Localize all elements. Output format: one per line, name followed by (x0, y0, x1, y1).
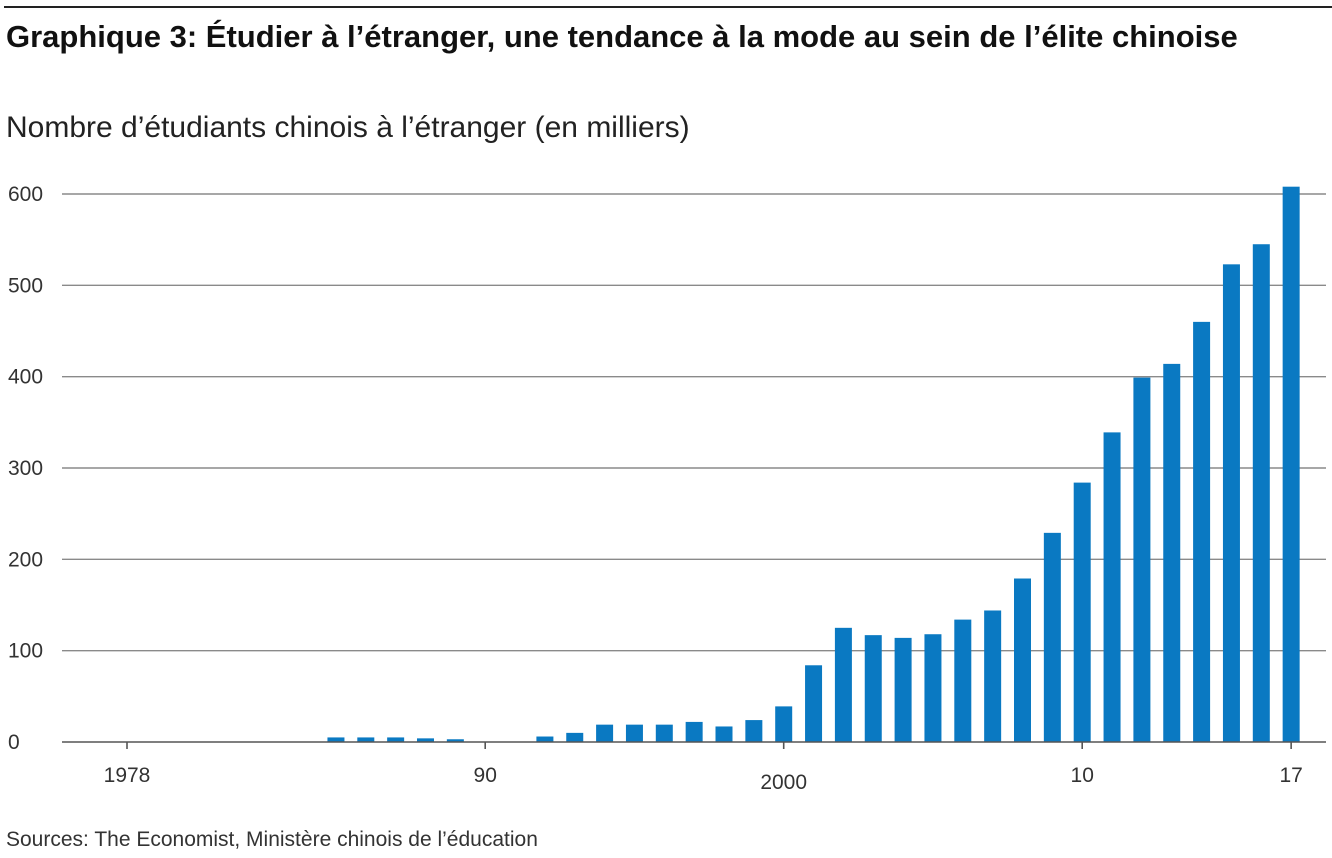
x-tick-label: 90 (474, 764, 497, 787)
bar-2012 (1133, 377, 1151, 742)
chart-subtitle: Nombre d’étudiants chinois à l’étranger … (6, 111, 690, 144)
bar-2007 (984, 610, 1002, 742)
bar-2009 (1043, 532, 1061, 742)
y-tick-label: 100 (8, 640, 43, 663)
bar-2015 (1222, 264, 1240, 742)
bar-1994 (596, 724, 614, 742)
bar-2006 (954, 619, 972, 742)
bar-2003 (864, 635, 882, 742)
bars (327, 186, 1300, 743)
bar-2010 (1073, 482, 1091, 742)
bar-1985 (327, 737, 345, 742)
y-tick-label: 200 (8, 548, 43, 571)
y-tick-label: 600 (8, 183, 43, 206)
bar-2011 (1103, 432, 1121, 742)
y-tick-label: 400 (8, 366, 43, 389)
x-tick-labels: 1978 90 2000 10 17 (104, 764, 1303, 794)
chart-title: Graphique 3: Étudier à l’étranger, une t… (6, 19, 1238, 54)
bar-1997 (685, 721, 703, 742)
bar-1989 (446, 739, 464, 742)
y-tick-label: 500 (8, 274, 43, 297)
y-tick-label: 0 (8, 731, 20, 754)
gridlines (62, 193, 1326, 652)
x-tick-label: 2000 (760, 771, 807, 794)
bar-2002 (834, 627, 852, 742)
bar-2000 (775, 706, 793, 742)
bar-1996 (655, 724, 673, 742)
bar-2008 (1014, 578, 1031, 742)
bar-2001 (805, 665, 823, 742)
bar-1998 (715, 726, 733, 742)
x-tick-label: 17 (1279, 764, 1302, 787)
bar-1986 (357, 737, 375, 742)
bar-1987 (387, 737, 405, 742)
bar-2005 (924, 634, 942, 742)
bar-chart: 0 100 200 300 400 500 600 1978 90 2000 10 17 (8, 183, 1326, 794)
top-rule (4, 6, 1332, 8)
bar-2013 (1163, 363, 1181, 742)
bar-2014 (1193, 321, 1211, 742)
x-tick-label: 10 (1071, 764, 1094, 787)
bar-2016 (1252, 244, 1270, 743)
bar-1992 (536, 736, 554, 742)
bar-1999 (745, 720, 763, 742)
x-tick-label: 1978 (104, 764, 151, 787)
y-tick-labels: 0 100 200 300 400 500 600 (8, 183, 43, 754)
source-note: Sources: The Economist, Ministère chinoi… (6, 828, 538, 851)
bar-1993 (566, 732, 584, 742)
bar-2004 (894, 637, 912, 742)
y-tick-label: 300 (8, 457, 43, 480)
bar-1995 (625, 724, 643, 742)
bar-1988 (417, 738, 434, 742)
bar-2017 (1282, 186, 1300, 742)
x-axis (62, 741, 1326, 749)
